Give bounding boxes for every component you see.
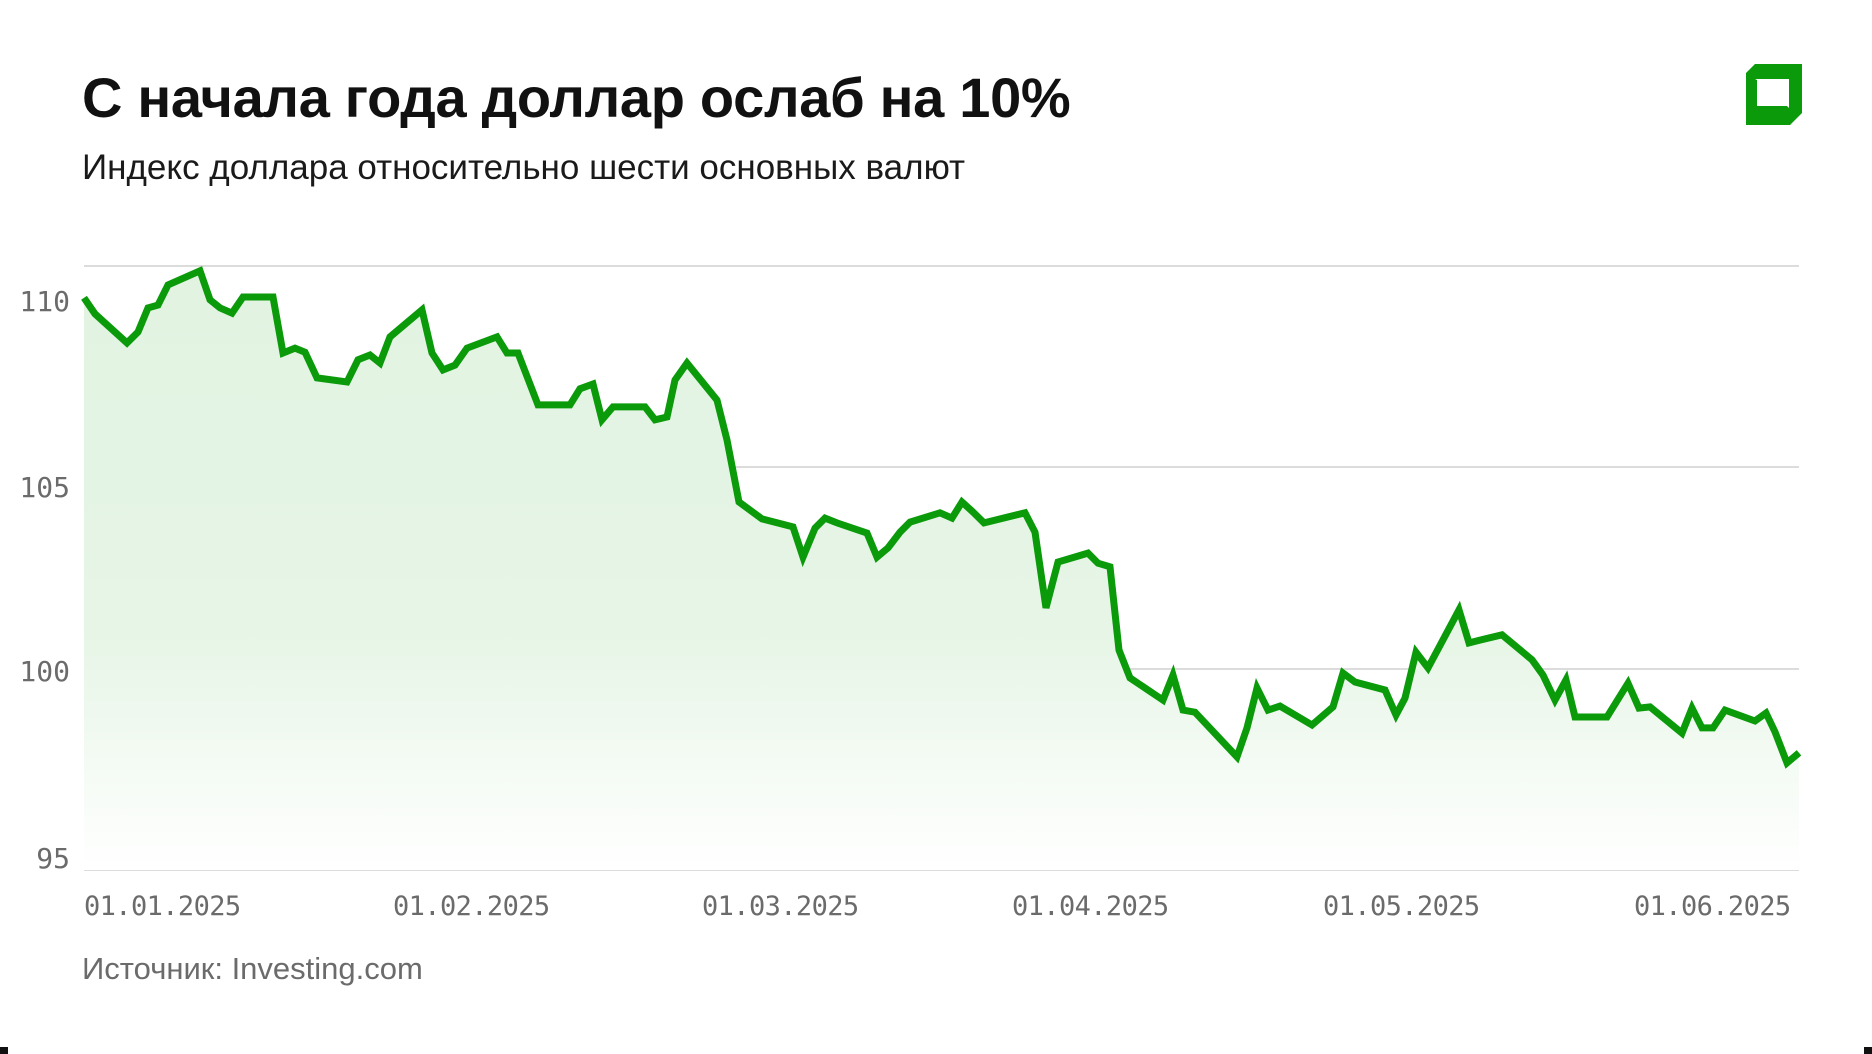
square-logo-icon	[1746, 64, 1802, 125]
y-tick-label-110: 110	[19, 285, 70, 318]
corner-mark-right	[1864, 1047, 1872, 1054]
x-tick-label-mar: 01.03.2025	[702, 891, 859, 922]
corner-mark-left	[0, 1047, 8, 1054]
x-tick-label-jun: 01.06.2025	[1634, 891, 1791, 922]
x-tick-label-jan: 01.01.2025	[84, 891, 241, 922]
dollar-index-line	[81, 266, 1802, 769]
x-tick-label-may: 01.05.2025	[1323, 891, 1480, 922]
chart-subtitle: Индекс доллара относительно шести основн…	[82, 148, 966, 187]
x-tick-label-apr: 01.04.2025	[1012, 891, 1169, 922]
y-tick-label-95: 95	[36, 842, 70, 875]
x-tick-label-feb: 01.02.2025	[393, 891, 550, 922]
source-note: Источник: Investing.com	[82, 951, 423, 986]
chart-title: С начала года доллар ослаб на 10%	[82, 66, 1071, 129]
y-tick-label-100: 100	[19, 655, 70, 688]
y-tick-label-105: 105	[19, 471, 70, 504]
area-fill	[84, 270, 1799, 870]
